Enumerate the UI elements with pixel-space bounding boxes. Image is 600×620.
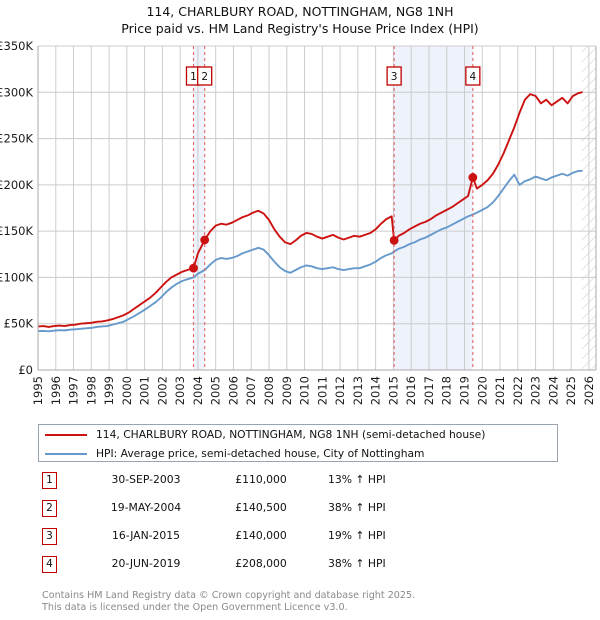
table-row[interactable]: 1 30-SEP-2003 £110,000 13% ↑ HPI [38,470,558,498]
svg-text:2010: 2010 [298,376,312,405]
table-row[interactable]: 2 19-MAY-2004 £140,500 38% ↑ HPI [38,498,558,526]
x-axis-labels: 1995 1996 1997 1998 1999 2000 2001 2002 2003 2004… [31,376,596,405]
row-price: £110,000 [235,473,287,486]
price-history-chart: £0 £50K £100K £150K £200K £250K £300K £350K 199… [0,39,597,405]
chart-title-line-2: Price paid vs. HM Land Registry's House … [121,21,479,36]
svg-text:2024: 2024 [546,376,560,405]
transactions-table: 1 30-SEP-2003 £110,000 13% ↑ HPI 2 19-MA… [38,470,558,582]
row-hpi-delta: 38% ↑ HPI [328,501,386,514]
legend-swatch-price-paid [45,433,87,436]
legend-label-hpi: HPI: Average price, semi-detached house,… [96,447,425,460]
svg-text:3: 3 [391,71,398,83]
svg-text:2022: 2022 [511,376,525,405]
svg-text:£0: £0 [18,363,33,377]
highlight-bands [193,46,473,370]
svg-text:2025: 2025 [564,376,578,405]
svg-text:2026: 2026 [582,376,596,405]
svg-text:2014: 2014 [369,376,383,405]
series-lines [38,91,583,333]
svg-text:2017: 2017 [422,376,436,405]
svg-text:2005: 2005 [209,376,223,405]
row-price: £140,500 [235,501,287,514]
marker-vertical-lines [192,46,474,370]
svg-text:1996: 1996 [49,376,63,405]
footer-line-1: Contains HM Land Registry data © Crown c… [42,590,416,601]
svg-text:4: 4 [470,71,477,83]
svg-text:2015: 2015 [386,376,400,405]
plot-frame [37,46,597,371]
svg-text:2018: 2018 [440,376,454,405]
row-date: 19-MAY-2004 [110,501,182,514]
svg-text:2009: 2009 [280,376,294,405]
svg-text:2002: 2002 [155,376,169,405]
row-date: 20-JUN-2019 [111,557,181,570]
svg-text:£300K: £300K [0,85,33,99]
svg-text:2016: 2016 [404,376,418,405]
svg-text:£100K: £100K [0,270,33,284]
gridlines [37,45,596,371]
svg-text:1995: 1995 [31,376,45,405]
svg-text:2001: 2001 [138,376,152,405]
row-marker-number: 4 [42,556,57,573]
marker-dots [189,173,478,273]
svg-text:2006: 2006 [226,376,240,405]
svg-text:1: 1 [190,71,197,83]
row-hpi-delta: 38% ↑ HPI [328,557,386,570]
svg-text:2008: 2008 [262,376,276,405]
svg-text:£250K: £250K [0,132,33,146]
row-marker-number: 3 [42,528,57,545]
svg-text:2021: 2021 [493,376,507,405]
legend-item-hpi: HPI: Average price, semi-detached house,… [39,444,557,463]
footer-line-2: This data is licensed under the Open Gov… [42,601,348,613]
row-date: 30-SEP-2003 [111,473,181,486]
svg-text:1999: 1999 [102,376,116,405]
legend-swatch-hpi [45,452,87,455]
svg-text:2019: 2019 [457,376,471,405]
table-row[interactable]: 4 20-JUN-2019 £208,000 38% ↑ HPI [38,554,558,582]
svg-text:2: 2 [201,71,208,83]
row-price: £208,000 [235,557,287,570]
svg-text:2013: 2013 [351,376,365,405]
svg-text:2012: 2012 [333,376,347,405]
svg-text:2004: 2004 [191,376,205,405]
svg-text:2020: 2020 [475,376,489,405]
footer-attribution: Contains HM Land Registry data © Crown c… [42,590,582,613]
row-price: £140,000 [235,529,287,542]
svg-text:2011: 2011 [315,376,329,405]
row-hpi-delta: 13% ↑ HPI [328,473,386,486]
svg-text:£50K: £50K [4,317,34,331]
svg-text:2003: 2003 [173,376,187,405]
svg-text:2007: 2007 [244,376,258,405]
y-axis-labels: £0 £50K £100K £150K £200K £250K £300K £350K [0,39,33,377]
row-date: 16-JAN-2015 [111,529,181,542]
svg-text:1998: 1998 [84,376,98,405]
svg-text:£350K: £350K [0,39,33,53]
svg-text:2023: 2023 [529,376,543,405]
row-hpi-delta: 19% ↑ HPI [328,529,386,542]
svg-text:2000: 2000 [120,376,134,405]
svg-text:£150K: £150K [0,224,33,238]
chart-title-line-1: 114, CHARLBURY ROAD, NOTTINGHAM, NG8 1NH [146,4,454,19]
row-marker-number: 1 [42,472,57,489]
svg-text:1997: 1997 [67,376,81,405]
svg-text:£200K: £200K [0,178,33,192]
chart-legend: 114, CHARLBURY ROAD, NOTTINGHAM, NG8 1NH… [38,424,558,462]
legend-label-price-paid: 114, CHARLBURY ROAD, NOTTINGHAM, NG8 1NH… [96,428,486,441]
table-row[interactable]: 3 16-JAN-2015 £140,000 19% ↑ HPI [38,526,558,554]
legend-item-price-paid: 114, CHARLBURY ROAD, NOTTINGHAM, NG8 1NH… [39,425,557,444]
row-marker-number: 2 [42,500,57,517]
